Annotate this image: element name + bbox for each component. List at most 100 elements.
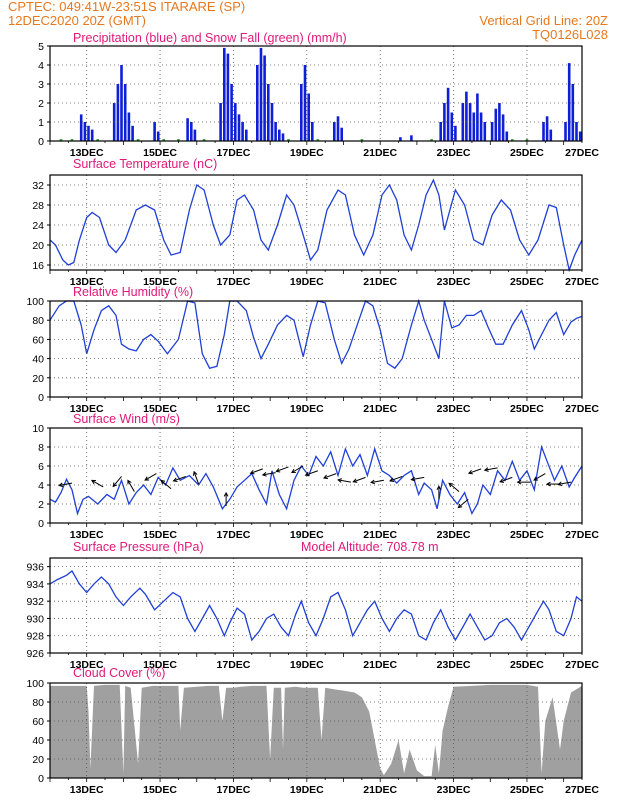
x-tick-label: 23DEC [437,147,471,159]
x-tick-label: 21DEC [363,147,397,159]
x-tick-label: 27DEC [565,403,599,415]
y-tick-label: 932 [26,596,44,608]
plot-frame [49,427,583,524]
wind-arrow [305,470,319,476]
wind-arrow [448,482,460,493]
x-tick-label: 17DEC [217,659,251,671]
wind-arrow-head [545,481,551,487]
precip-bar [226,53,230,141]
y-tick-label: 80 [32,315,44,327]
header-location: CPTEC: 049:41W-23:51S ITARARE (SP) [8,0,246,14]
snow-bar [511,139,514,141]
x-tick-label: 21DEC [363,403,397,415]
precip-bar [241,122,244,141]
precip-bar [549,129,553,141]
plot-frame [49,45,583,142]
precip-bar [90,129,94,141]
y-tick-label: 40 [32,354,44,366]
precip-bar [490,122,494,141]
y-tick-label: 0 [38,773,44,785]
wind-arrow-head [127,479,132,485]
x-tick-label: 13DEC [70,784,104,796]
x-tick-label: 19DEC [290,784,324,796]
precip-bar [274,122,277,141]
wind-arrow-head [249,469,255,475]
wind-arrow [262,472,276,476]
precip-bar [476,93,479,141]
x-tick-label: 17DEC [217,276,251,288]
y-tick-label: 60 [32,334,44,346]
snow-bar [162,139,165,141]
precip-bar [575,122,578,141]
y-tick-label: 4 [38,480,44,492]
y-tick-label: 100 [26,678,44,690]
y-tick-label: 10 [32,423,44,435]
precip-bar [450,112,454,141]
y-tick-label: 6 [38,461,44,473]
wind-arrow [173,475,186,482]
wind-arrow [276,466,289,472]
snow-bar [430,139,433,141]
wind-arrow-head [144,476,150,481]
precip-bar [83,122,87,141]
plot-frame [49,174,583,271]
precip-bar [578,131,582,141]
y-tick-label: 928 [26,631,44,643]
series-line [49,178,583,273]
series-line [49,298,583,370]
x-tick-label: 15DEC [143,659,177,671]
header-datetime: 12DEC2020 20Z (GMT) [8,13,146,28]
wind-arrow-head [337,478,342,483]
precip-bar [498,103,501,141]
x-tick-label: 17DEC [217,529,251,541]
wind-arrow-head [516,479,522,485]
wind-arrow [370,479,384,483]
precip-bar [281,133,285,141]
wind-arrow [91,479,104,488]
plot-frame [49,557,583,654]
precip-bar [267,84,270,141]
x-tick-label: 23DEC [437,403,471,415]
precip-bar [186,118,189,141]
snow-bar [316,139,320,141]
y-tick-label: 20 [32,373,44,385]
x-tick-label: 23DEC [437,784,471,796]
precip-bar [446,87,450,141]
chart-panel-0: Precipitation (blue) and Snow Fall (gree… [38,31,599,159]
cloud-cover-area [50,684,582,778]
wind-arrow-head [290,468,296,474]
precip-bar [87,125,90,141]
y-tick-label: 32 [32,180,44,192]
x-tick-label: 23DEC [437,276,471,288]
snow-bar [177,139,180,141]
x-tick-label: 25DEC [510,147,544,159]
wind-arrows [58,465,572,509]
precip-bar [545,116,549,141]
wind-arrow-head [410,476,416,482]
precip-bar [336,116,340,141]
wind-arrow [353,476,366,483]
y-tick-label: 0 [38,136,44,148]
x-tick-label: 23DEC [437,529,471,541]
wind-arrow-head [436,485,442,491]
precip-bar [131,125,134,141]
wind-arrow-head [172,477,178,482]
series-line [49,444,583,516]
x-tick-label: 27DEC [565,276,599,288]
precip-bar [567,63,571,141]
snow-bar [287,139,290,141]
precip-bar [542,122,545,141]
precip-bar [333,122,336,141]
y-tick-label: 926 [26,648,44,660]
snow-bar [70,139,74,141]
chart-panel-1: Surface Temperature (nC) 16 20 24 28 32 13DEC 1… [32,157,599,288]
x-tick-label: 13DEC [70,276,104,288]
x-tick-label: 23DEC [437,659,471,671]
wind-arrow [127,480,135,492]
precip-bar [501,114,505,141]
precip-bar [263,55,266,141]
precip-bar [190,122,193,141]
snow-bar [360,139,364,141]
wind-arrow [484,467,498,471]
y-tick-label: 2 [38,499,44,511]
